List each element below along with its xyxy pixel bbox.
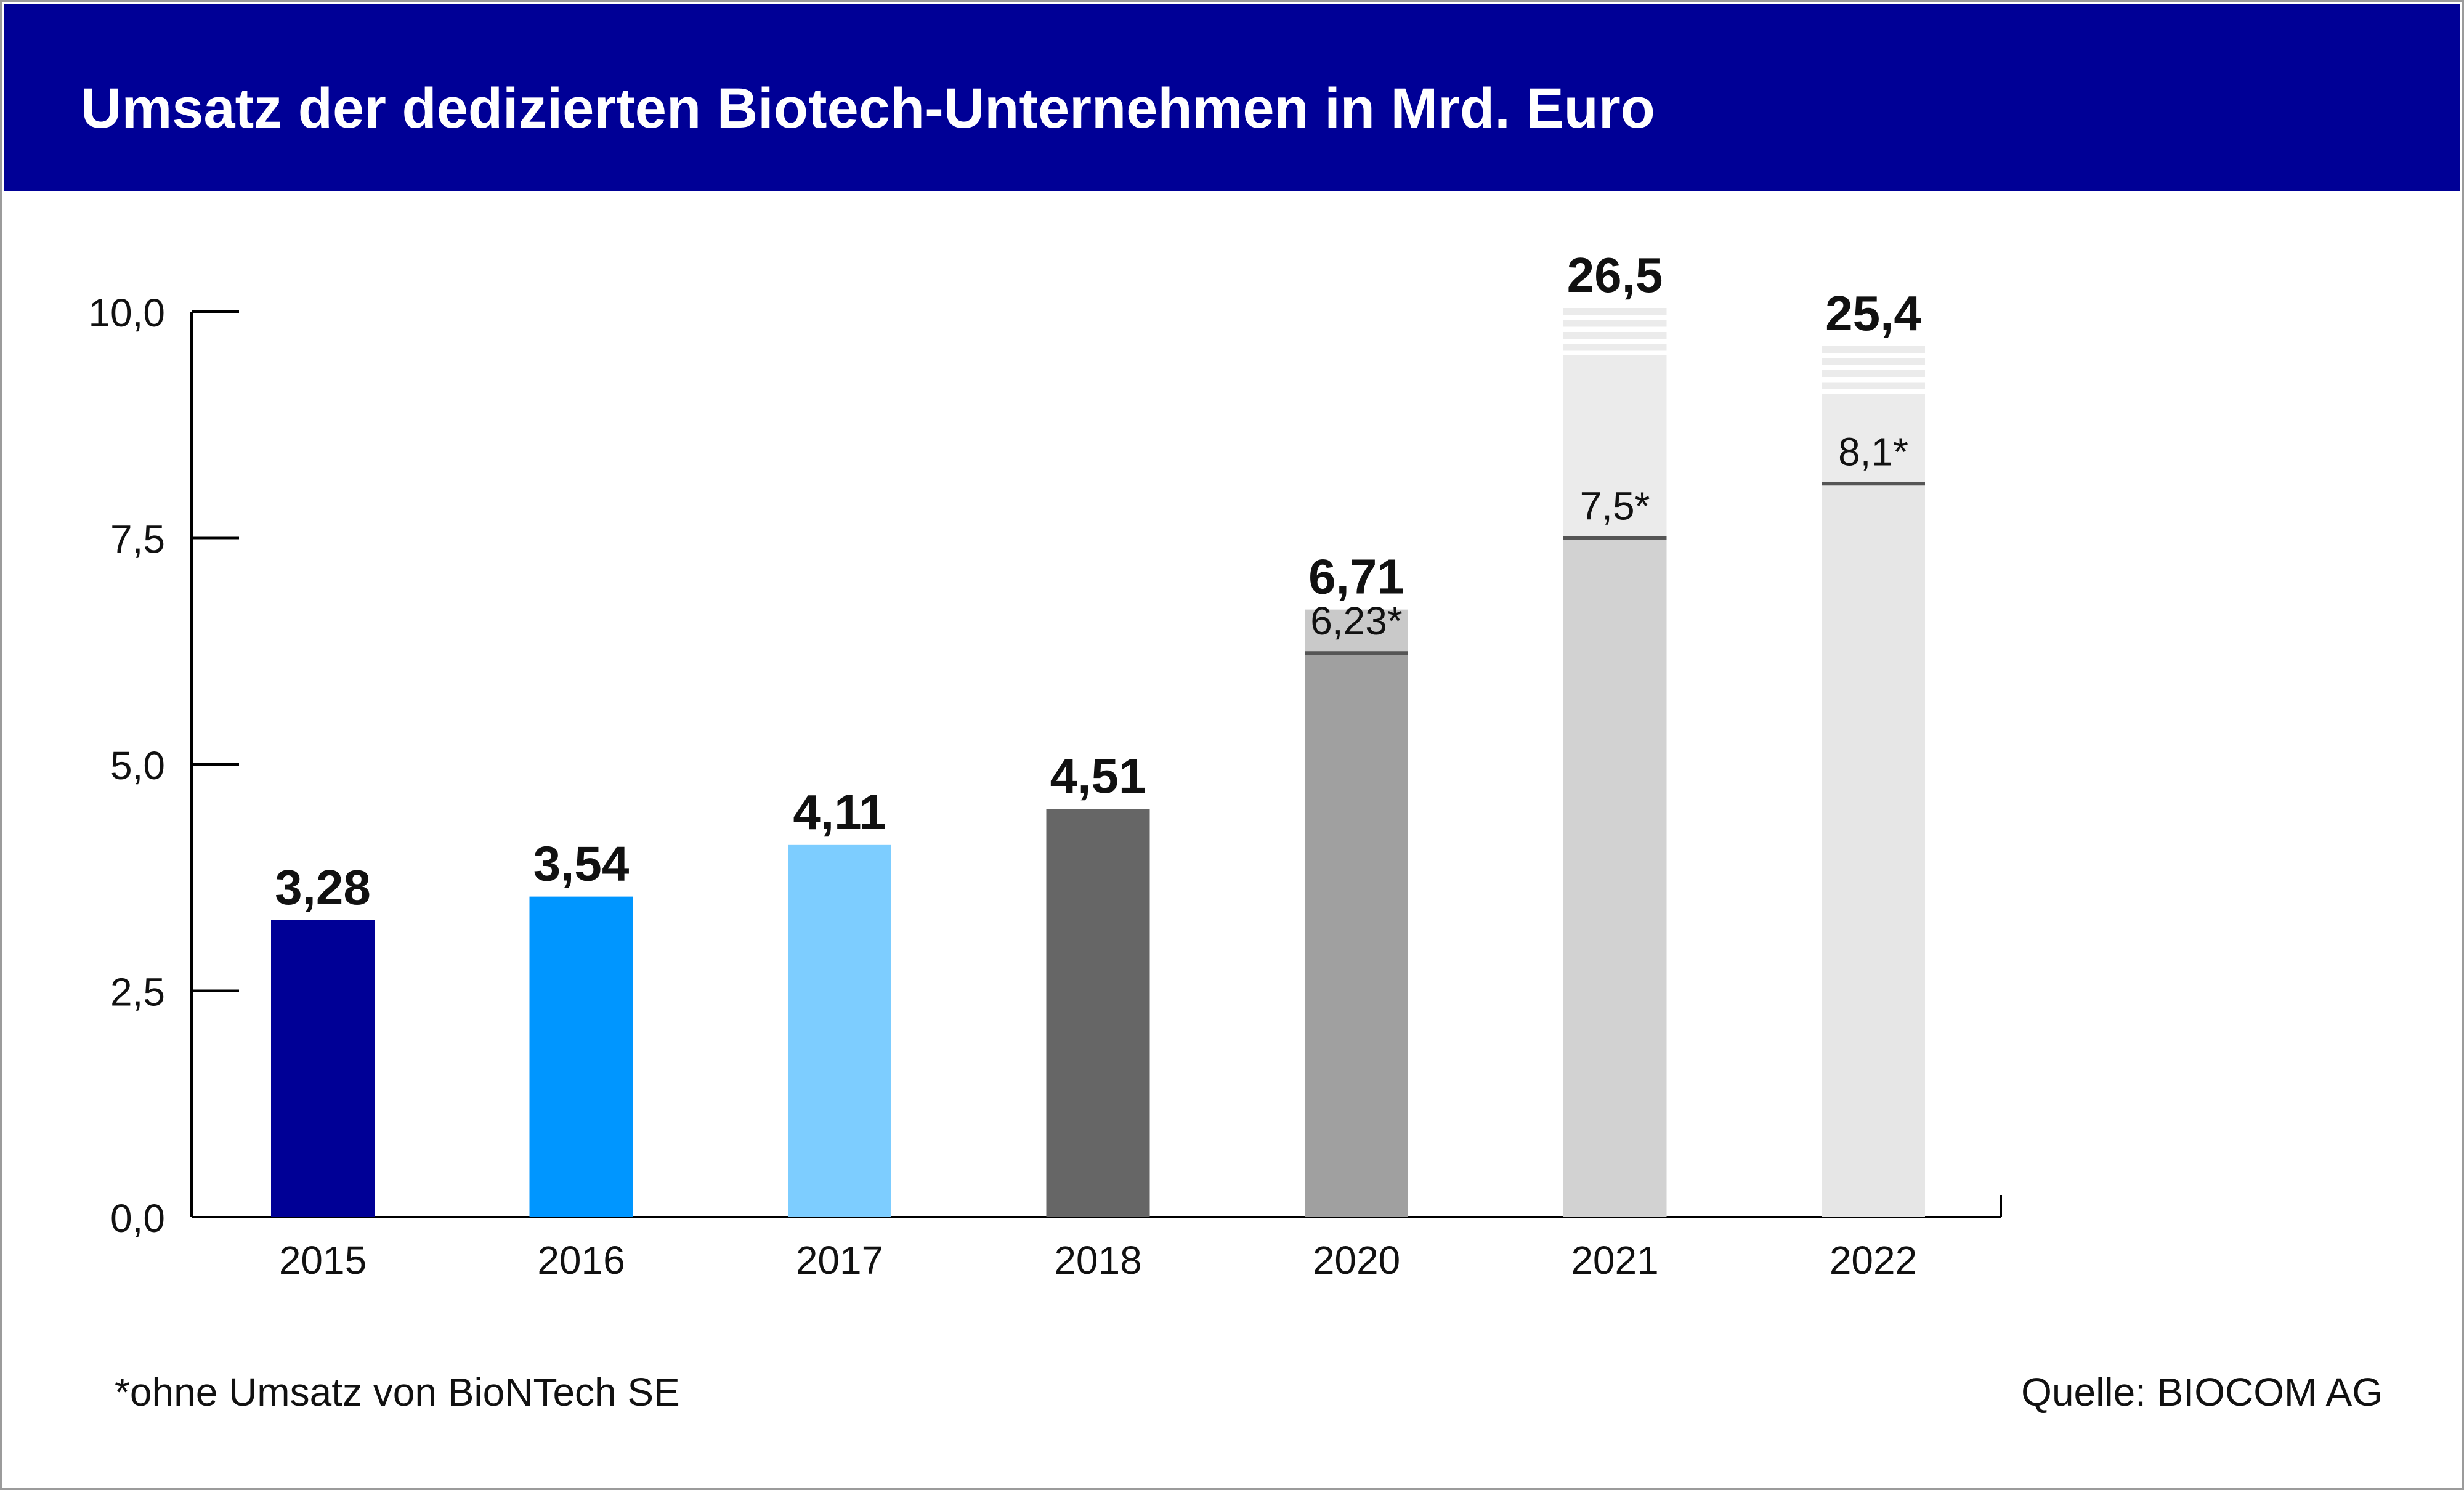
excl-biontech-label: 6,23*	[1310, 599, 1402, 643]
bar-segment-biontech	[1305, 609, 1408, 654]
bar-break-stripe	[1822, 346, 1925, 353]
x-tick-label: 2016	[537, 1238, 625, 1282]
bar-value-label: 4,11	[793, 785, 886, 840]
bar-break-stripe	[1563, 320, 1667, 327]
chart-title: Umsatz der dedizierten Biotech-Unternehm…	[81, 77, 1655, 140]
bar	[788, 844, 891, 1217]
y-tick-label: 5,0	[110, 743, 165, 788]
bar-break-stripe	[1563, 344, 1667, 351]
bar-value-label: 3,54	[533, 836, 630, 891]
bar	[271, 920, 375, 1217]
bar	[1822, 484, 1925, 1217]
bar-value-label: 3,28	[275, 860, 371, 915]
bar-value-label: 26,5	[1567, 248, 1663, 302]
footnote: *ohne Umsatz von BioNTech SE	[115, 1370, 680, 1414]
bar-break-stripe	[1822, 358, 1925, 365]
bar	[1305, 653, 1408, 1217]
bar-break-stripe	[1822, 382, 1925, 389]
x-tick-label: 2018	[1054, 1238, 1141, 1282]
excl-biontech-label: 8,1*	[1838, 429, 1908, 474]
bar-break-stripe	[1563, 332, 1667, 339]
y-tick-label: 10,0	[88, 291, 165, 335]
excl-biontech-label: 7,5*	[1580, 484, 1650, 528]
bar	[1046, 809, 1150, 1217]
bar-value-label: 4,51	[1050, 748, 1146, 803]
bar-break-stripe	[1822, 370, 1925, 377]
x-tick-label: 2022	[1830, 1238, 1917, 1282]
bar-value-label: 6,71	[1308, 549, 1404, 604]
bar-value-label: 25,4	[1825, 286, 1921, 341]
title-banner: Umsatz der dedizierten Biotech-Unternehm…	[4, 4, 2460, 191]
x-tick-label: 2015	[279, 1238, 367, 1282]
bar	[1563, 538, 1667, 1217]
source-note: Quelle: BIOCOM AG	[2021, 1370, 2383, 1414]
y-tick-label: 2,5	[110, 970, 165, 1014]
bar-break-stripe	[1563, 308, 1667, 315]
x-tick-label: 2021	[1571, 1238, 1658, 1282]
bar	[529, 896, 633, 1217]
x-tick-label: 2020	[1313, 1238, 1400, 1282]
y-tick-label: 0,0	[110, 1196, 165, 1241]
x-tick-label: 2017	[796, 1238, 883, 1282]
y-tick-label: 7,5	[110, 517, 165, 562]
